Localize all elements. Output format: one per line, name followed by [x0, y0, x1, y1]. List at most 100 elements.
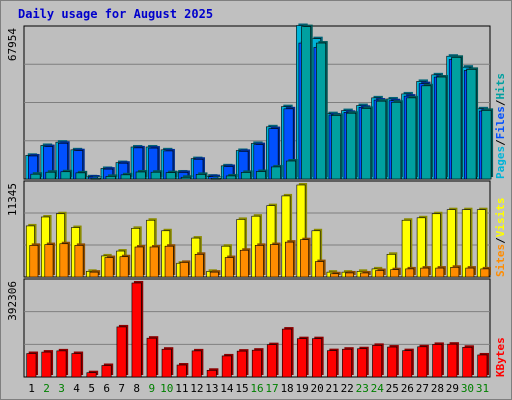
x-tick-label: 4 [73, 382, 80, 395]
bar-sites [405, 268, 415, 278]
x-tick-label: 8 [133, 382, 140, 395]
bar-pages [180, 176, 191, 180]
bar-kbytes [432, 344, 443, 378]
x-tick-label: 30 [461, 382, 474, 395]
bar-kbytes [101, 365, 112, 378]
bar-pages [255, 171, 266, 180]
bar-kbytes [251, 349, 262, 378]
bar-sites [119, 256, 129, 278]
bar-sites [209, 271, 219, 278]
bar-pages [240, 172, 251, 180]
x-tick-label: 31 [476, 382, 489, 395]
x-tick-label: 6 [103, 382, 110, 395]
bar-pages [361, 108, 372, 180]
x-tick-label: 23 [356, 382, 369, 395]
bar-kbytes [342, 348, 353, 378]
bar-kbytes [191, 350, 202, 378]
bar-pages [316, 42, 327, 180]
bar-sites [149, 246, 159, 278]
legend-hits-files-pages: Pages/Files/Hits [494, 73, 507, 179]
bar-sites [285, 241, 294, 278]
bar-files-shade [210, 174, 221, 177]
bar-kbytes [161, 348, 172, 378]
bar-sites [465, 267, 475, 278]
bar-pages-shade [107, 174, 118, 177]
bar-sites [254, 245, 264, 278]
bar-pages [421, 85, 432, 180]
bar-pages [105, 176, 116, 180]
bar-sites [315, 261, 324, 278]
legend-item: Hits [494, 73, 507, 100]
bar-sites [300, 239, 309, 278]
bar-pages [286, 160, 296, 180]
bar-kbytes [146, 337, 157, 378]
bar-pages [225, 175, 236, 180]
bar-kbytes [327, 350, 337, 378]
bar-pages [331, 115, 342, 180]
y-max-label: 11345 [6, 183, 19, 216]
x-tick-label: 18 [280, 382, 293, 395]
bar-pages [301, 26, 312, 180]
bar-pages [135, 171, 146, 180]
bar-kbytes [56, 350, 67, 378]
bar-sites [194, 253, 204, 278]
legend-item: Visits [494, 198, 507, 238]
bar-sites [480, 268, 490, 278]
legend-item: KBytes [494, 337, 507, 377]
legend-item: / [494, 99, 507, 106]
x-tick-label: 2 [43, 382, 50, 395]
bar-sites [239, 249, 249, 278]
x-tick-label: 12 [190, 382, 203, 395]
x-tick-label: 17 [265, 382, 278, 395]
bar-pages [376, 100, 387, 180]
bar-pages [210, 178, 221, 180]
bar-sites [330, 273, 339, 278]
bar-kbytes [26, 353, 37, 378]
bar-sites [164, 245, 174, 278]
x-tick-label: 29 [446, 382, 459, 395]
x-tick-label: 13 [205, 382, 218, 395]
legend-item: Files [494, 106, 507, 139]
x-tick-label: 10 [160, 382, 173, 395]
bar-sites [134, 246, 144, 278]
x-tick-label: 22 [341, 382, 354, 395]
bar-kbytes [417, 346, 428, 378]
x-tick-label: 25 [386, 382, 399, 395]
bar-pages [271, 166, 281, 180]
bar-kbytes [116, 326, 127, 378]
bar-sites [420, 267, 430, 278]
bar-pages [195, 174, 206, 180]
x-tick-label: 5 [88, 382, 95, 395]
legend-item: Sites [494, 244, 507, 277]
bar-pages [481, 110, 492, 180]
legend-kbytes: KBytes [494, 337, 507, 377]
bar-sites [269, 244, 279, 278]
bar-kbytes [312, 338, 322, 378]
x-tick-label: 27 [416, 382, 429, 395]
bar-pages [346, 112, 357, 180]
bar-kbytes [176, 364, 187, 378]
bar-sites [390, 269, 400, 278]
bar-kbytes [266, 344, 277, 378]
bar-kbytes [296, 338, 307, 378]
bar-sites [59, 243, 69, 278]
legend-visits-sites: Sites/Visits [494, 198, 507, 278]
x-tick-label: 26 [401, 382, 414, 395]
x-tick-label: 24 [371, 382, 385, 395]
bar-sites [345, 272, 354, 278]
bar-pages-shade [228, 173, 238, 177]
y-max-label: 67954 [6, 28, 19, 61]
bar-kbytes [221, 355, 232, 378]
bar-sites [224, 257, 234, 278]
x-tick-label: 11 [175, 382, 188, 395]
bar-pages [466, 69, 477, 180]
bar-kbytes [41, 351, 52, 378]
bar-sites [29, 245, 39, 278]
bar-pages [45, 171, 56, 180]
bar-pages [30, 173, 41, 180]
x-tick-label: 19 [295, 382, 308, 395]
bar-pages [90, 178, 101, 180]
bar-kbytes [236, 350, 247, 378]
bar-sites [104, 257, 114, 278]
